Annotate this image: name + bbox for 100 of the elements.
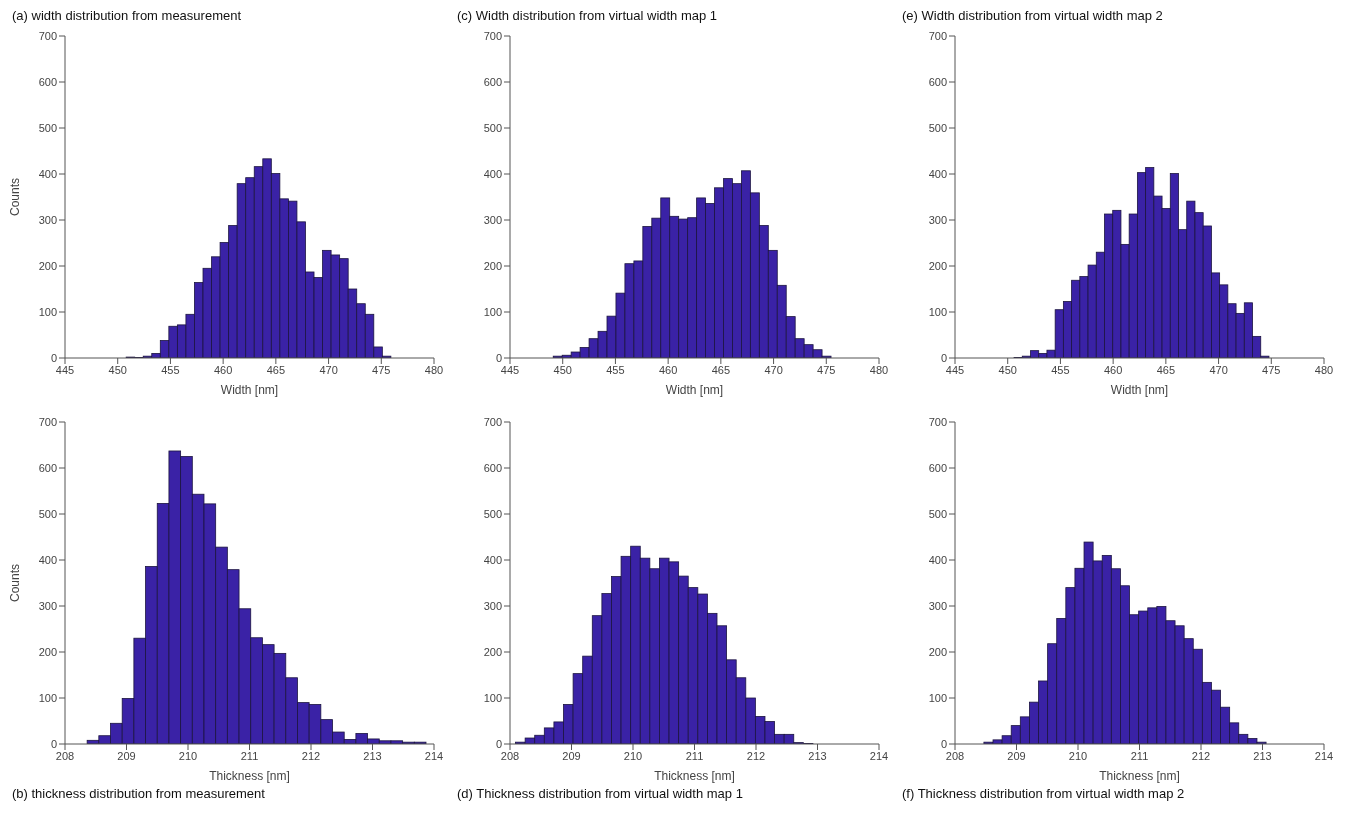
y-tick-label: 200: [483, 259, 502, 272]
y-tick-label: 100: [38, 691, 57, 704]
x-tick-label: 214: [869, 749, 889, 762]
chart-title: (a) width distribution from measurement: [11, 8, 243, 25]
x-tick-label: 213: [808, 749, 827, 762]
x-tick-label: 212: [1191, 749, 1211, 762]
text: (f) Thickness distribution from virtual width map 2: [901, 786, 1186, 803]
x-tick-label: 480: [424, 363, 444, 376]
y-tick-label: 100: [928, 691, 947, 704]
y-tick-label: 400: [38, 167, 57, 180]
x-tick-label: 209: [1007, 749, 1026, 762]
y-axis-title: Counts: [8, 177, 23, 217]
x-tick-label: 210: [1068, 749, 1088, 762]
y-tick-label: 500: [483, 507, 502, 520]
y-tick-label: 500: [38, 507, 57, 520]
x-tick-label: 460: [1103, 363, 1123, 376]
y-axis-title: Counts: [8, 563, 23, 603]
x-axis-title: Width [nm]: [665, 383, 724, 397]
y-tick-label: 0: [495, 351, 502, 364]
chart-title: (e) Width distribution from virtual width map 2: [901, 8, 1164, 25]
x-tick-label: 470: [1209, 363, 1228, 376]
x-tick-label: 465: [711, 363, 731, 376]
x-tick-label: 212: [746, 749, 766, 762]
y-tick-label: 600: [483, 461, 502, 474]
y-tick-label: 500: [928, 507, 947, 520]
y-tick-label: 100: [483, 305, 502, 318]
x-axis-title: Width [nm]: [220, 383, 279, 397]
x-tick-label: 475: [1262, 363, 1281, 376]
y-tick-label: 700: [483, 415, 502, 428]
x-axis-title: Width [nm]: [1110, 383, 1169, 397]
x-tick-label: 480: [869, 363, 889, 376]
x-tick-label: 213: [1253, 749, 1272, 762]
x-tick-label: 210: [178, 749, 198, 762]
x-axis-title: Thickness [nm]: [1099, 769, 1180, 783]
y-tick-label: 300: [928, 213, 947, 226]
x-tick-label: 208: [55, 749, 75, 762]
y-tick-label: 700: [928, 415, 947, 428]
y-tick-label: 300: [483, 599, 502, 612]
x-tick-label: 211: [240, 749, 259, 762]
x-axis-title: Thickness [nm]: [654, 769, 735, 783]
x-tick-label: 445: [55, 363, 75, 376]
y-tick-label: 200: [483, 645, 502, 658]
y-tick-label: 200: [38, 259, 57, 272]
x-tick-label: 214: [1314, 749, 1334, 762]
x-tick-label: 211: [1130, 749, 1149, 762]
y-tick-label: 100: [928, 305, 947, 318]
y-tick-label: 400: [928, 167, 947, 180]
y-tick-label: 700: [38, 29, 57, 42]
y-tick-label: 0: [940, 351, 947, 364]
y-tick-label: 0: [495, 737, 502, 750]
y-tick-label: 200: [928, 645, 947, 658]
y-tick-label: 0: [50, 737, 57, 750]
y-tick-label: 300: [38, 213, 57, 226]
x-tick-label: 208: [500, 749, 520, 762]
text: (d) Thickness distribution from virtual width map 1: [456, 786, 744, 803]
y-tick-label: 600: [38, 75, 57, 88]
x-tick-label: 213: [363, 749, 382, 762]
y-tick-label: 100: [483, 691, 502, 704]
x-tick-label: 210: [623, 749, 643, 762]
x-tick-label: 450: [553, 363, 572, 376]
y-tick-label: 0: [50, 351, 57, 364]
x-tick-label: 455: [1051, 363, 1070, 376]
y-tick-label: 700: [483, 29, 502, 42]
x-tick-label: 460: [658, 363, 678, 376]
y-tick-label: 200: [38, 645, 57, 658]
y-tick-label: 300: [483, 213, 502, 226]
y-tick-label: 300: [928, 599, 947, 612]
x-tick-label: 475: [817, 363, 836, 376]
x-tick-label: 445: [500, 363, 520, 376]
y-tick-label: 700: [38, 415, 57, 428]
y-tick-label: 500: [38, 121, 57, 134]
y-tick-label: 600: [483, 75, 502, 88]
x-tick-label: 450: [998, 363, 1017, 376]
x-tick-label: 208: [945, 749, 965, 762]
x-tick-label: 465: [266, 363, 286, 376]
y-tick-label: 400: [38, 553, 57, 566]
x-tick-label: 212: [301, 749, 321, 762]
x-tick-label: 211: [685, 749, 704, 762]
y-tick-label: 0: [940, 737, 947, 750]
y-tick-label: 500: [928, 121, 947, 134]
y-tick-label: 500: [483, 121, 502, 134]
x-tick-label: 480: [1314, 363, 1334, 376]
y-tick-label: 600: [38, 461, 57, 474]
x-tick-label: 470: [764, 363, 783, 376]
y-tick-label: 400: [483, 167, 502, 180]
y-tick-label: 400: [928, 553, 947, 566]
x-tick-label: 460: [213, 363, 233, 376]
x-axis-title: Thickness [nm]: [209, 769, 290, 783]
y-tick-label: 600: [928, 461, 947, 474]
x-tick-label: 455: [161, 363, 180, 376]
text: (b) thickness distribution from measurement: [11, 786, 266, 803]
x-tick-label: 445: [945, 363, 965, 376]
x-tick-label: 455: [606, 363, 625, 376]
y-tick-label: 600: [928, 75, 947, 88]
y-tick-label: 300: [38, 599, 57, 612]
y-tick-label: 400: [483, 553, 502, 566]
x-tick-label: 214: [424, 749, 444, 762]
y-tick-label: 100: [38, 305, 57, 318]
x-tick-label: 475: [372, 363, 391, 376]
x-tick-label: 450: [108, 363, 127, 376]
